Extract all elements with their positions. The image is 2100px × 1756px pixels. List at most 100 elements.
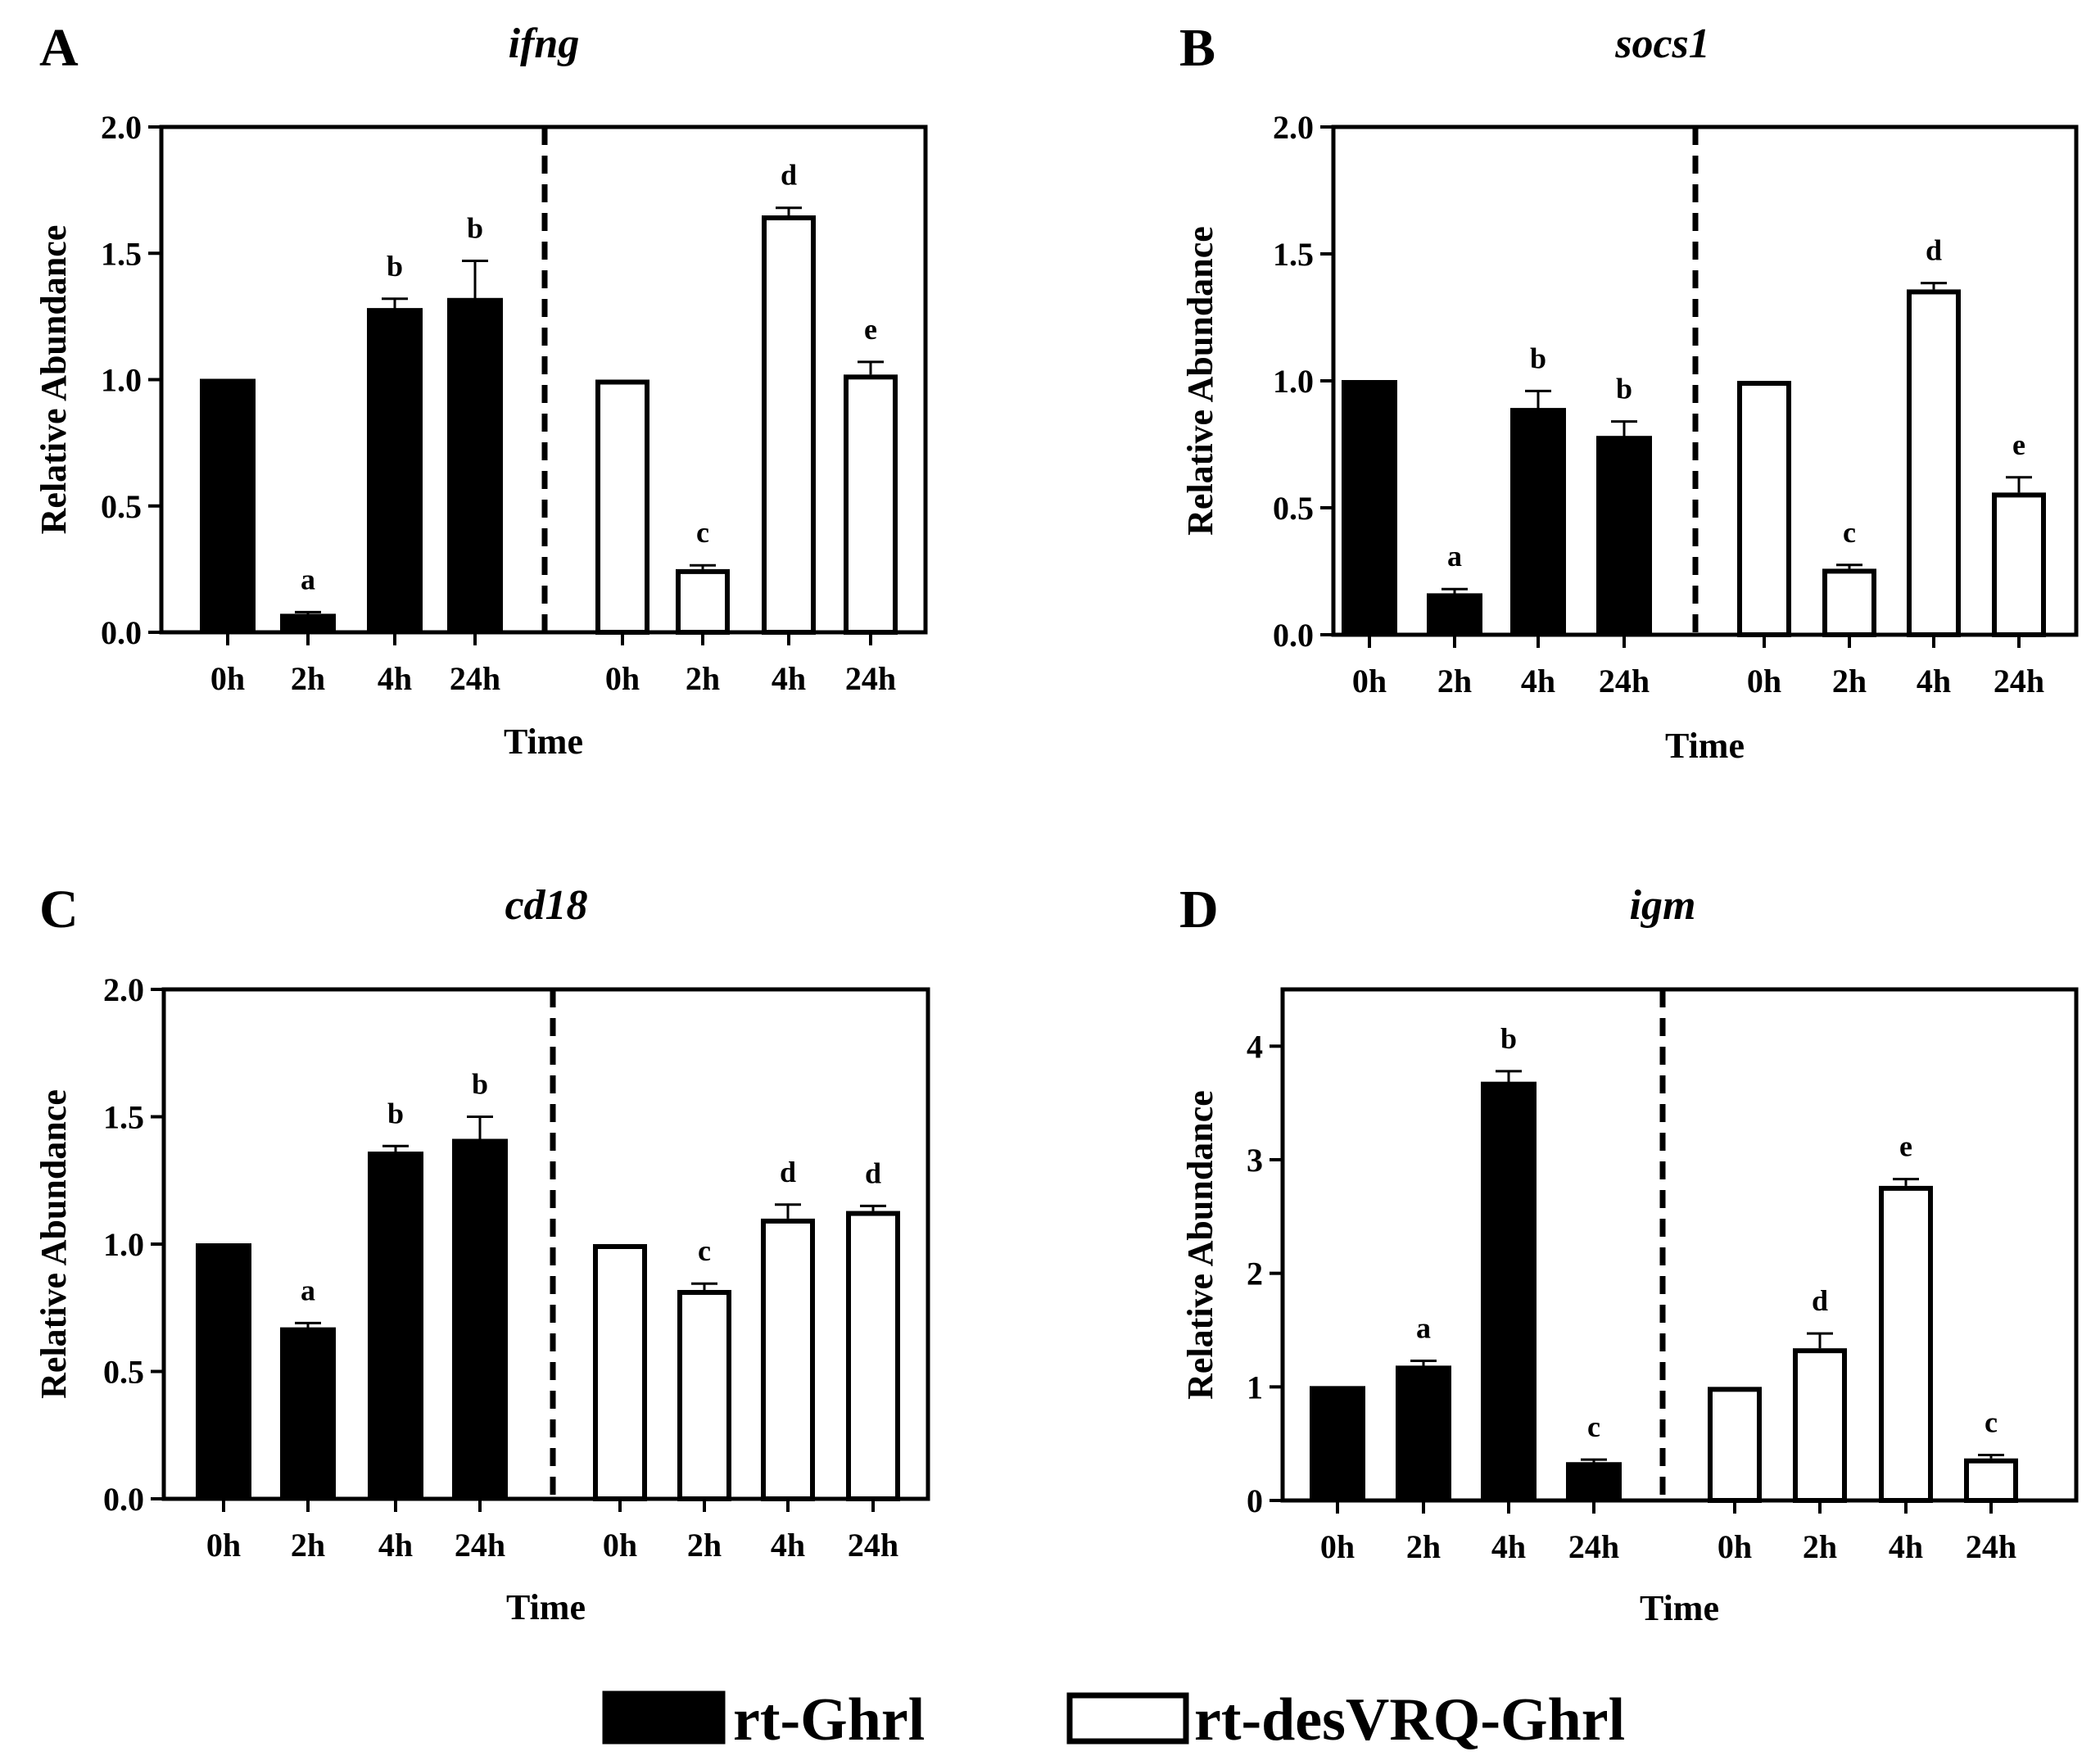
significance-label: b <box>387 250 403 283</box>
significance-label: b <box>1616 373 1632 405</box>
x-tick-label: 2h <box>1803 1528 1837 1565</box>
significance-label: d <box>780 1156 796 1188</box>
y-tick-label: 1 <box>1247 1369 1263 1405</box>
x-axis-title: Time <box>504 722 583 762</box>
bar <box>677 1289 731 1501</box>
x-tick-label: 2h <box>686 660 720 697</box>
y-tick-label: 2.0 <box>103 971 144 1008</box>
panel-title: cd18 <box>505 882 587 929</box>
significance-label: d <box>1926 234 1942 267</box>
y-axis-title: Relative Abundance <box>1180 1090 1220 1400</box>
panel-letter: D <box>1179 880 1219 939</box>
significance-label: e <box>864 313 877 346</box>
x-tick-label: 4h <box>1917 663 1951 699</box>
y-tick-label: 0.5 <box>103 1354 144 1391</box>
x-tick-label: 0h <box>206 1527 241 1564</box>
bar <box>1907 289 1961 637</box>
significance-label: a <box>1416 1311 1431 1344</box>
bar <box>1566 1462 1622 1501</box>
significance-label: b <box>472 1068 488 1101</box>
bar <box>280 1327 336 1500</box>
bar <box>593 1244 647 1501</box>
significance-label: d <box>1812 1284 1828 1317</box>
significance-label: c <box>698 1234 711 1267</box>
bar <box>368 1152 423 1500</box>
significance-label: b <box>467 212 483 245</box>
x-tick-label: 0h <box>1718 1528 1752 1565</box>
bar <box>1737 381 1791 637</box>
bar <box>1708 1387 1762 1504</box>
x-tick-label: 2h <box>291 660 325 697</box>
bar <box>367 308 423 633</box>
x-tick-label: 0h <box>1320 1528 1355 1565</box>
x-tick-label: 24h <box>450 660 500 697</box>
bar <box>1427 593 1482 636</box>
x-axis-title: Time <box>1665 726 1745 766</box>
significance-label: c <box>696 516 709 549</box>
panel-title: igm <box>1630 882 1696 929</box>
x-axis-title: Time <box>1640 1588 1719 1628</box>
bar <box>447 297 503 633</box>
plot-frame <box>1280 987 2079 1503</box>
x-tick-label: 2h <box>687 1527 722 1564</box>
significance-label: b <box>387 1097 404 1129</box>
legend-label-rt-desvrq-ghrl: rt-desVRQ-Ghrl <box>1194 1686 1625 1754</box>
x-tick-label: 2h <box>1406 1528 1441 1565</box>
y-tick-label: 2.0 <box>1273 109 1314 146</box>
bar <box>761 1218 815 1502</box>
y-axis-title: Relative Abundance <box>1180 226 1220 536</box>
bar <box>1510 408 1566 636</box>
x-tick-label: 24h <box>1966 1528 2016 1565</box>
significance-label: a <box>301 1274 315 1306</box>
bar <box>1342 380 1397 636</box>
bar <box>1596 436 1652 636</box>
panel-title: ifng <box>509 20 580 67</box>
panel-title: socs1 <box>1614 20 1710 67</box>
bar <box>280 613 336 634</box>
y-tick-label: 1.0 <box>101 362 142 399</box>
significance-label: a <box>301 563 315 595</box>
x-tick-label: 24h <box>845 660 896 697</box>
x-tick-label: 4h <box>1491 1528 1526 1565</box>
legend-label-rt-ghrl: rt-Ghrl <box>733 1686 925 1754</box>
y-tick-label: 1.5 <box>1273 236 1314 273</box>
x-tick-label: 2h <box>291 1527 325 1564</box>
bar <box>452 1138 508 1500</box>
significance-label: b <box>1500 1022 1517 1055</box>
x-tick-label: 4h <box>771 1527 805 1564</box>
y-tick-label: 2 <box>1247 1256 1263 1292</box>
significance-label: c <box>1985 1406 1998 1439</box>
y-tick-label: 1.0 <box>103 1226 144 1263</box>
y-axis-title: Relative Abundance <box>34 225 74 535</box>
bar <box>1822 568 1876 638</box>
x-tick-label: 4h <box>772 660 806 697</box>
bar <box>1793 1348 1847 1503</box>
x-tick-label: 24h <box>848 1527 898 1564</box>
y-tick-label: 1.5 <box>103 1099 144 1136</box>
y-tick-label: 0.5 <box>101 488 142 525</box>
bar <box>844 374 898 635</box>
bar <box>1964 1458 2018 1504</box>
panel-letter: C <box>39 880 79 939</box>
x-tick-label: 4h <box>1521 663 1555 699</box>
bar <box>1396 1365 1451 1501</box>
y-tick-label: 0.0 <box>101 614 142 651</box>
x-tick-label: 24h <box>455 1527 505 1564</box>
plot-frame <box>1331 124 2079 637</box>
x-tick-label: 0h <box>605 660 640 697</box>
significance-label: c <box>1587 1410 1600 1443</box>
y-axis-title: Relative Abundance <box>34 1089 74 1399</box>
y-tick-label: 0.0 <box>103 1481 144 1518</box>
y-tick-label: 2.0 <box>101 109 142 146</box>
significance-label: e <box>2012 428 2025 461</box>
bar <box>676 568 730 635</box>
x-tick-label: 4h <box>1889 1528 1923 1565</box>
bar <box>196 1243 251 1500</box>
bar <box>762 215 816 635</box>
significance-label: d <box>781 159 797 192</box>
significance-label: b <box>1530 342 1546 374</box>
significance-label: e <box>1899 1130 1912 1163</box>
